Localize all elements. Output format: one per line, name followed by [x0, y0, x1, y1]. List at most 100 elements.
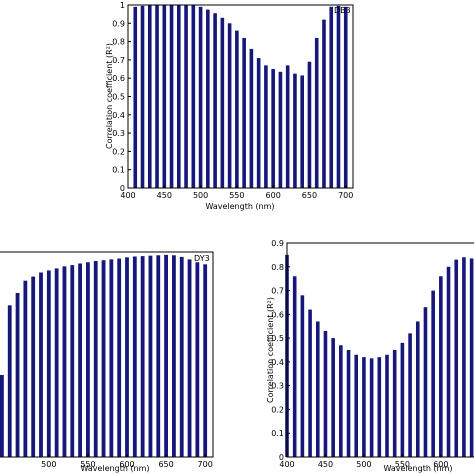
y-tick-label: 0.6 [112, 74, 125, 83]
bar [148, 255, 153, 457]
bar [314, 37, 319, 188]
bar [300, 295, 305, 457]
y-axis-label: Correlation coefficient (R²) [105, 43, 114, 149]
bar [62, 266, 67, 457]
y-tick-label: 0.5 [112, 93, 125, 102]
x-axis-label: Wavelength (nm) [205, 202, 274, 211]
bar [423, 307, 428, 457]
y-tick-label: 0.1 [112, 166, 125, 175]
bar [93, 261, 98, 457]
bar [323, 330, 328, 457]
bar-series [133, 5, 348, 189]
chart-panel-dy3: 500 550 600 650 700 DY3 Wavelength (nm) [0, 251, 214, 473]
y-axis-label: Correlation coefficient (R²) [266, 297, 275, 403]
bar [213, 13, 217, 188]
bar [78, 263, 82, 457]
x-tick-label: 550 [229, 191, 244, 200]
axes-frame [0, 251, 214, 458]
x-tick-labels: 500 550 600 650 700 [41, 460, 213, 469]
y-tick-label: 0 [279, 453, 284, 462]
bar [354, 354, 359, 457]
bar [177, 5, 181, 188]
chart-panel-right: 400 450 500 550 600 0 0.1 0.2 0.3 0.4 0.5 0.6 0.7 0.… [266, 239, 474, 473]
bar [133, 6, 138, 188]
plot-area [128, 5, 353, 188]
bar [179, 256, 184, 457]
x-tick-label: 600 [266, 191, 281, 200]
bar [164, 254, 168, 457]
y-tick-label: 0.8 [112, 38, 125, 47]
x-tick-label: 450 [318, 460, 333, 469]
tick-marks [48, 454, 206, 457]
x-tick-labels: 400 450 500 550 600 650 700 [120, 191, 353, 200]
x-tick-label: 600 [433, 460, 448, 469]
bar [184, 5, 188, 188]
x-tick-label: 400 [120, 191, 135, 200]
bar [109, 259, 114, 457]
bar [408, 333, 412, 457]
bar [369, 358, 374, 457]
x-tick-label: 700 [338, 191, 353, 200]
bar [331, 338, 335, 457]
bar [187, 259, 192, 457]
x-tick-label: 550 [80, 460, 95, 469]
bar [462, 257, 466, 457]
bar [285, 65, 290, 188]
bar-series [0, 254, 208, 457]
bar [203, 264, 208, 457]
x-tick-label: 650 [302, 191, 317, 200]
bar [0, 375, 4, 457]
bar [147, 5, 152, 189]
bar [54, 268, 59, 457]
bar [454, 259, 459, 457]
y-tick-label: 0.1 [271, 429, 284, 438]
x-tick-label: 450 [157, 191, 172, 200]
y-tick-labels: 0 0.1 0.2 0.3 0.4 0.5 0.6 0.7 0.8 0.9 [271, 239, 284, 462]
x-tick-label: 550 [395, 460, 410, 469]
y-tick-label: 0.2 [112, 147, 125, 156]
bar [242, 37, 246, 188]
bar [23, 280, 28, 457]
panel-label: DY3 [194, 254, 210, 263]
x-tick-label: 500 [41, 460, 56, 469]
bar [346, 350, 351, 457]
bar [220, 17, 225, 189]
bar [227, 23, 232, 188]
y-tick-label: 0.9 [271, 239, 284, 248]
bar [117, 258, 122, 457]
tick-marks [286, 242, 442, 458]
bar [308, 309, 312, 457]
chart-panel-db3: 400 450 500 550 600 650 700 0 0.1 0.2 0.3 0.4 0.5 0.… [105, 1, 354, 211]
bar [198, 6, 203, 188]
bar-series [285, 254, 474, 457]
bar [292, 276, 297, 457]
y-tick-label: 0.4 [271, 358, 284, 367]
bar [377, 357, 382, 457]
y-tick-labels: 0 0.1 0.2 0.3 0.4 0.5 0.6 0.7 0.8 0.9 1 [112, 1, 125, 193]
bar [415, 321, 420, 457]
y-tick-label: 0.9 [112, 19, 125, 28]
y-tick-label: 1 [120, 1, 125, 10]
bar [339, 345, 343, 457]
bar [300, 75, 304, 188]
y-tick-label: 0.5 [271, 334, 284, 343]
bar [70, 265, 75, 457]
bar [469, 258, 474, 457]
bar [156, 255, 161, 457]
bar [101, 260, 106, 457]
y-tick-label: 0.3 [271, 382, 284, 391]
bar [392, 350, 397, 457]
bar [7, 305, 12, 457]
bar [315, 321, 320, 457]
x-axis-label: Wavelength (nm) [80, 464, 149, 473]
bar [31, 276, 36, 457]
y-tick-label: 0.7 [271, 287, 284, 296]
bar [39, 272, 43, 457]
bar [132, 256, 137, 457]
bar [162, 5, 167, 188]
bar [439, 276, 443, 457]
bar [140, 256, 145, 457]
bar [125, 257, 129, 457]
bar [446, 266, 451, 457]
